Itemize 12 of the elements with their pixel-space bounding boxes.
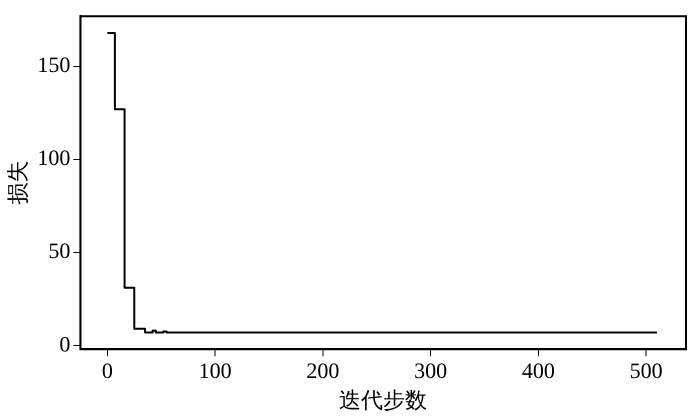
x-tick-label: 500 xyxy=(630,358,663,384)
x-tick-label: 0 xyxy=(102,358,113,384)
x-tick-label: 400 xyxy=(522,358,555,384)
y-tick-label: 100 xyxy=(37,145,70,170)
y-tick-label: 50 xyxy=(48,238,70,264)
x-axis-title: 迭代步数 xyxy=(339,388,428,413)
y-tick-label: 0 xyxy=(59,331,70,356)
y-tick-label: 150 xyxy=(37,52,70,78)
x-tick-label: 200 xyxy=(306,358,340,384)
y-axis-title: 损失 xyxy=(4,160,30,205)
x-tick-label: 100 xyxy=(198,358,232,384)
x-tick-label: 300 xyxy=(414,358,448,384)
